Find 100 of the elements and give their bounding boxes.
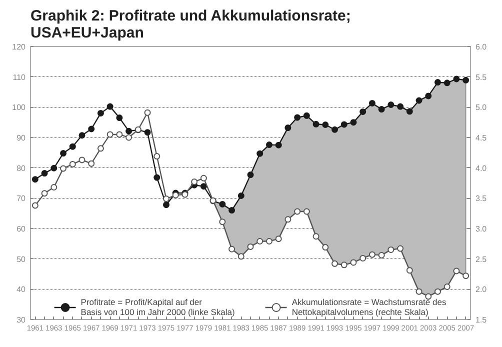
point xyxy=(238,253,244,260)
point xyxy=(416,97,422,104)
point xyxy=(88,160,95,167)
point xyxy=(312,120,320,128)
point xyxy=(266,238,272,244)
point xyxy=(50,184,58,190)
point xyxy=(350,259,357,266)
point xyxy=(200,183,207,190)
point xyxy=(144,129,151,136)
y2-tick-label: 2.5 xyxy=(476,254,488,264)
point xyxy=(350,119,357,126)
legend-label: Akkumulationsrate = Wachstumsrate des Nettokapitalvolumens (rechte Skala) xyxy=(292,297,446,317)
point xyxy=(397,245,404,252)
point xyxy=(416,288,422,295)
y2-tick-label: 3.5 xyxy=(476,194,488,204)
point xyxy=(434,79,441,86)
point xyxy=(219,200,226,208)
point xyxy=(444,80,450,86)
point xyxy=(322,244,329,251)
point xyxy=(78,156,86,164)
point xyxy=(219,218,226,226)
point xyxy=(228,207,236,214)
point xyxy=(97,110,104,116)
point xyxy=(200,174,207,182)
point xyxy=(453,76,460,82)
point xyxy=(247,172,254,178)
y-tick-label: 30 xyxy=(16,316,26,324)
point xyxy=(256,238,264,244)
legend-label: Profitrate = Profit/Kapital auf der Basis von 100 im Jahr 2000 (linke Skala) xyxy=(80,297,235,317)
point xyxy=(332,260,338,267)
point xyxy=(32,176,38,183)
y2-tick-label: 1.5 xyxy=(476,316,488,324)
point xyxy=(69,143,76,150)
y2-tick-label: 5.0 xyxy=(476,103,488,112)
point xyxy=(116,114,123,122)
point xyxy=(322,122,329,128)
y-tick-label: 40 xyxy=(16,285,26,294)
point xyxy=(32,202,38,209)
point xyxy=(41,190,48,197)
point xyxy=(154,153,160,160)
point xyxy=(60,165,67,172)
point xyxy=(275,236,282,242)
point xyxy=(303,208,310,215)
point xyxy=(191,178,198,186)
y-tick-label: 110 xyxy=(12,72,26,82)
point xyxy=(360,254,366,262)
point xyxy=(340,262,348,268)
y-tick-label: 90 xyxy=(16,134,26,142)
point xyxy=(154,174,160,181)
point xyxy=(444,283,450,290)
point xyxy=(294,114,301,121)
y2-tick-label: 5.5 xyxy=(476,72,488,82)
point xyxy=(462,272,470,280)
point xyxy=(368,251,376,258)
point xyxy=(303,112,310,119)
point xyxy=(41,170,48,177)
point xyxy=(397,103,404,110)
point xyxy=(378,252,385,258)
point xyxy=(284,216,292,223)
point xyxy=(228,246,236,252)
point xyxy=(406,108,413,115)
point xyxy=(50,164,58,172)
y-tick-label: 80 xyxy=(16,164,26,173)
point xyxy=(97,145,104,152)
point xyxy=(78,132,86,139)
y2-tick-label: 4.0 xyxy=(476,164,488,173)
point xyxy=(88,126,95,132)
point xyxy=(388,246,394,253)
point xyxy=(126,128,132,134)
point xyxy=(332,126,338,133)
point xyxy=(275,142,282,148)
point xyxy=(406,267,413,274)
point xyxy=(106,103,114,110)
point xyxy=(247,243,254,250)
point xyxy=(266,142,272,148)
y2-tick-label: 2.0 xyxy=(476,285,488,294)
point xyxy=(162,196,170,202)
point xyxy=(162,202,170,208)
point xyxy=(425,92,432,100)
point xyxy=(368,100,376,106)
point xyxy=(144,109,151,116)
y-tick-label: 70 xyxy=(16,194,26,204)
point xyxy=(69,160,76,168)
point xyxy=(238,192,244,199)
y-tick-label: 60 xyxy=(16,224,26,234)
point xyxy=(378,106,385,113)
point xyxy=(126,134,132,141)
y2-tick-label: 6.0 xyxy=(476,42,488,52)
point xyxy=(340,121,348,128)
point xyxy=(453,268,460,274)
point xyxy=(284,124,292,132)
point xyxy=(462,76,470,84)
chart-title: Graphik 2: Profitrate und Akkumulationsrate; USA+EU+Japan xyxy=(30,8,351,42)
point xyxy=(60,150,67,157)
y-tick-label: 120 xyxy=(12,42,26,52)
y-tick-label: 100 xyxy=(12,103,26,112)
point xyxy=(312,233,320,240)
point xyxy=(116,131,123,138)
point xyxy=(360,108,366,115)
point xyxy=(294,208,301,215)
